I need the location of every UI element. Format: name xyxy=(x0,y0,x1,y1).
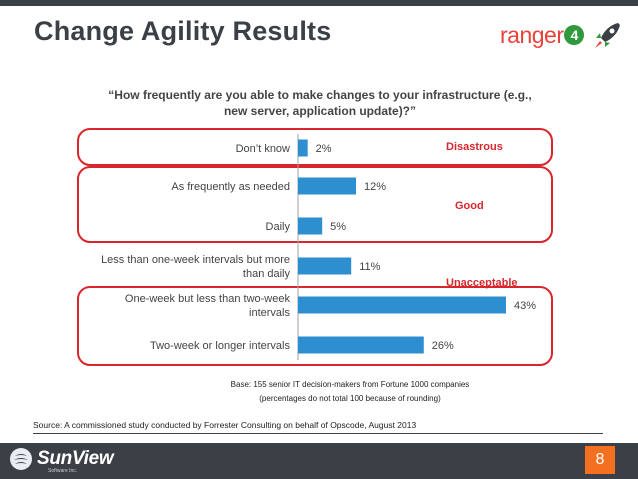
rocket-icon xyxy=(595,23,621,48)
chart-title-line-2: new server, application update)?” xyxy=(223,104,417,118)
group-label-disastrous: Disastrous xyxy=(446,141,503,153)
bar-3 xyxy=(298,257,352,275)
category-label-3-1: than daily xyxy=(243,268,291,280)
rounding-note: (percentages do not total 100 because of… xyxy=(259,394,441,403)
base-note: Base: 155 senior IT decision-makers from… xyxy=(230,380,470,389)
ranger4-logo: ranger 4 xyxy=(500,18,624,52)
bar-4 xyxy=(298,296,506,314)
category-label-1: As frequently as needed xyxy=(171,181,290,193)
sunview-logo-text: SunView xyxy=(37,448,114,469)
chart-title-line-1: “How frequently are you able to make cha… xyxy=(108,88,532,102)
category-label-2: Daily xyxy=(266,221,291,233)
chart-title: “How frequently are you able to make cha… xyxy=(90,87,550,119)
sunview-logo-subtext: Software Inc. xyxy=(48,468,78,474)
sunview-emblem-icon xyxy=(10,448,32,470)
bar-chart: Disastrous Good Unacceptable 2% Don’t know 12… xyxy=(77,128,553,366)
group-box-good xyxy=(77,166,553,243)
bar-2 xyxy=(298,217,323,235)
slide-title: Change Agility Results xyxy=(34,16,332,46)
ranger-logo-number: 4 xyxy=(564,25,585,45)
value-label-1: 12% xyxy=(364,181,386,193)
value-label-5: 26% xyxy=(432,340,454,352)
sunview-logo: SunView Software Inc. xyxy=(10,448,114,474)
value-label-0: 2% xyxy=(316,143,332,155)
top-bar xyxy=(0,0,638,6)
group-box-unacceptable xyxy=(77,286,553,366)
category-label-4-1: intervals xyxy=(249,307,290,319)
ranger-logo-text: ranger xyxy=(500,21,564,48)
bar-5 xyxy=(298,336,424,354)
category-label-4-0: One-week but less than two-week xyxy=(125,293,291,305)
category-label-5: Two-week or longer intervals xyxy=(150,340,291,352)
bar-1 xyxy=(298,177,357,195)
value-label-2: 5% xyxy=(330,221,346,233)
category-label-0: Don’t know xyxy=(236,143,290,155)
footer-bar xyxy=(0,443,638,479)
group-label-good: Good xyxy=(455,200,484,212)
value-label-4: 43% xyxy=(514,300,536,312)
bar-0 xyxy=(298,139,308,157)
source-note: Source: A commissioned study conducted b… xyxy=(33,420,417,430)
group-label-unacceptable: Unacceptable xyxy=(446,277,518,289)
value-label-3: 11% xyxy=(359,261,380,273)
category-label-3-0: Less than one-week intervals but more xyxy=(101,254,290,266)
page-number: 8 xyxy=(585,446,615,474)
source-divider xyxy=(33,433,603,434)
group-box-disastrous xyxy=(77,128,553,166)
